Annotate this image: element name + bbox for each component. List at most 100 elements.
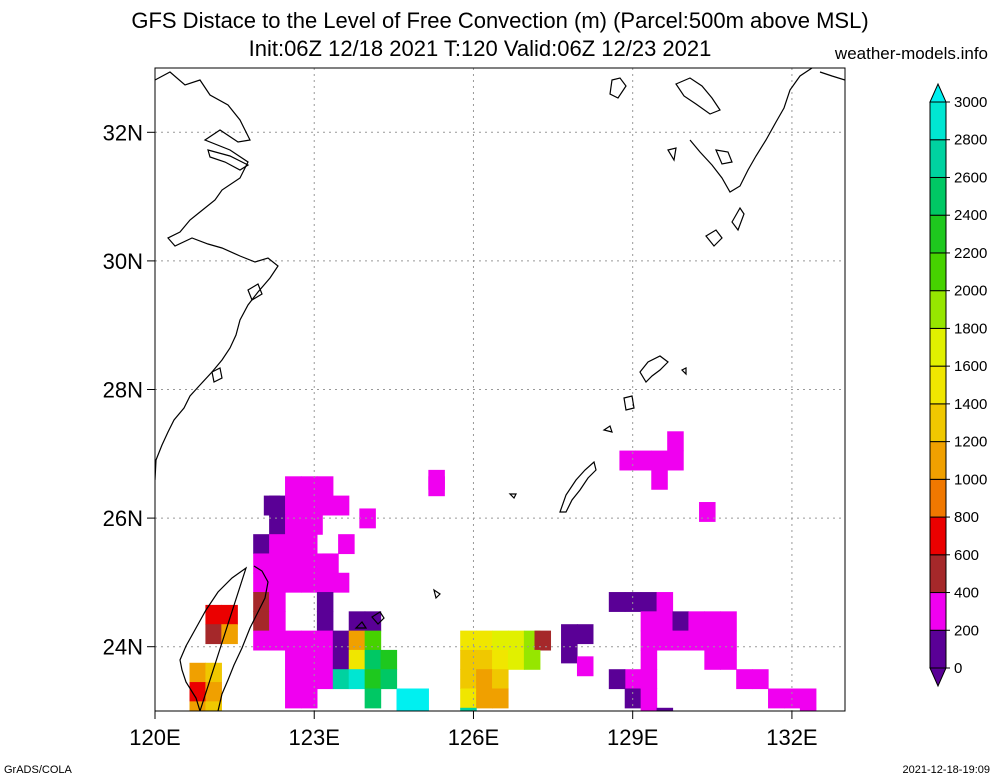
colorbar-swatch-7 [929, 365, 947, 405]
colorbar-label-11: 2200 [954, 245, 987, 262]
data-cell-123 [640, 649, 658, 670]
data-cell-76 [338, 534, 355, 555]
footer-software: GrADS/COLA [4, 764, 72, 776]
data-cell-29 [253, 611, 270, 632]
data-cell-50 [300, 669, 318, 690]
chart-subtitle: Init:06Z 12/18 2021 T:120 Valid:06Z 12/2… [248, 36, 712, 61]
data-cell-46 [348, 649, 366, 670]
data-cell-85 [534, 630, 552, 651]
data-cell-39 [332, 630, 350, 651]
colorbar-swatch-10 [929, 252, 947, 292]
data-cell-8 [269, 514, 286, 535]
data-cell-28 [316, 592, 334, 612]
data-cell-102 [608, 592, 626, 612]
data-cell-30 [269, 611, 286, 632]
data-cell-81 [476, 630, 493, 651]
data-cell-135 [635, 450, 652, 471]
data-cell-32 [348, 611, 366, 632]
data-cell-96 [492, 688, 509, 709]
data-cell-57 [300, 688, 318, 709]
colorbar-swatch-13 [929, 139, 947, 178]
data-cell-63 [205, 604, 222, 625]
y-tick-label-3: 30N [103, 249, 143, 274]
data-cell-104 [640, 592, 658, 612]
colorbar-label-0: 0 [954, 660, 962, 677]
data-cell-31 [316, 611, 334, 632]
data-cell-26 [253, 592, 270, 612]
colorbar-swatch-3 [929, 516, 947, 556]
data-cell-86 [460, 649, 477, 670]
data-cell-94 [460, 688, 477, 709]
data-cell-45 [332, 649, 350, 670]
data-cell-108 [672, 611, 690, 632]
data-cells [189, 431, 817, 711]
data-cell-124 [640, 669, 658, 690]
data-cell-80 [460, 630, 477, 651]
data-cell-129 [752, 669, 769, 690]
data-cell-18 [300, 553, 318, 574]
data-cell-43 [300, 649, 318, 670]
chart-title: GFS Distace to the Level of Free Convect… [131, 8, 869, 33]
data-cell-14 [300, 534, 318, 555]
colorbar-label-7: 1400 [954, 396, 987, 413]
data-cell-12 [269, 534, 286, 555]
x-tick-label-0: 120E [129, 725, 180, 750]
data-cell-130 [768, 688, 785, 709]
data-cell-133 [799, 707, 817, 711]
data-cell-73 [263, 495, 281, 516]
data-cell-126 [640, 707, 658, 711]
data-cell-113 [656, 630, 674, 651]
data-cell-17 [285, 553, 302, 574]
data-cell-89 [507, 649, 525, 670]
colorbar-swatch-9 [929, 290, 947, 329]
x-tick-label-1: 123E [289, 725, 340, 750]
data-cell-107 [656, 611, 674, 632]
data-cell-42 [285, 649, 302, 670]
data-cell-128 [736, 669, 753, 690]
data-cell-20 [253, 572, 270, 593]
data-cell-62 [412, 707, 429, 711]
colorbar-label-5: 1000 [954, 471, 987, 488]
colorbar-max-arrow [929, 82, 947, 103]
data-cell-7 [332, 495, 350, 516]
data-cell-111 [720, 611, 737, 632]
data-cell-2 [316, 476, 334, 497]
colorbar-label-9: 1800 [954, 320, 987, 337]
data-cell-92 [476, 669, 493, 690]
data-cell-22 [285, 572, 302, 593]
colorbar-swatch-2 [929, 554, 947, 594]
colorbar-min-arrow [929, 667, 947, 688]
data-cell-6 [316, 495, 334, 516]
data-cell-103 [624, 592, 642, 612]
colorbar-label-12: 2400 [954, 207, 987, 224]
data-cell-68 [205, 662, 222, 683]
data-cell-36 [285, 630, 302, 651]
colorbar-swatch-1 [929, 592, 947, 631]
data-cell-98 [561, 624, 578, 645]
data-cell-88 [492, 649, 509, 670]
data-cell-59 [396, 688, 414, 709]
data-cell-120 [624, 669, 642, 690]
data-cell-134 [619, 450, 636, 471]
data-cell-117 [720, 630, 737, 651]
data-cell-58 [364, 688, 382, 709]
colorbar-label-8: 1600 [954, 358, 987, 375]
data-cell-72 [205, 701, 222, 711]
data-cell-34 [253, 630, 270, 651]
colorbar-swatch-12 [929, 176, 947, 216]
data-cell-11 [253, 534, 270, 555]
x-tick-label-3: 129E [607, 725, 658, 750]
data-cell-23 [300, 572, 318, 593]
data-cell-40 [348, 630, 366, 651]
y-tick-label-2: 28N [103, 378, 143, 403]
data-cell-5 [300, 495, 318, 516]
data-cell-105 [656, 592, 674, 612]
colorbar-label-13: 2600 [954, 169, 987, 186]
data-cell-25 [332, 572, 350, 593]
data-cell-41 [364, 630, 382, 651]
data-cell-83 [507, 630, 525, 651]
data-cell-60 [412, 688, 429, 709]
data-cell-118 [704, 649, 721, 670]
data-cell-100 [561, 643, 578, 664]
x-tick-label-4: 132E [766, 725, 817, 750]
